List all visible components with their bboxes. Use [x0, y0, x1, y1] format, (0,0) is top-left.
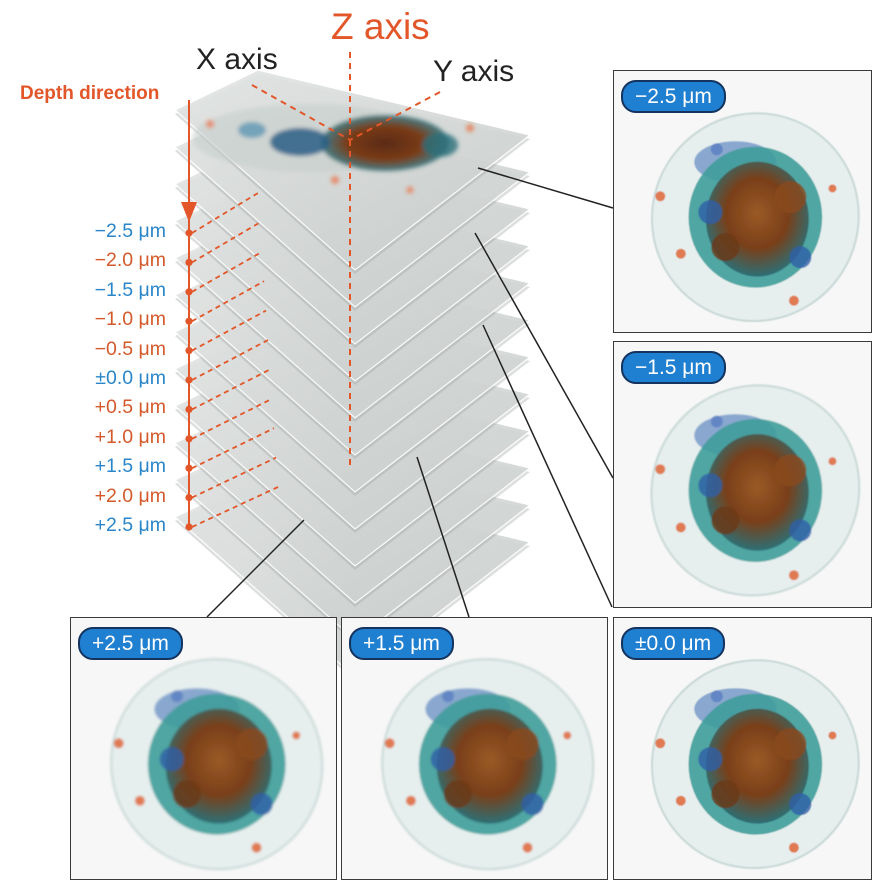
depth-tick-dot: [185, 376, 193, 384]
depth-tick-guide: [191, 397, 273, 440]
depth-tick-dot: [185, 464, 193, 472]
panel-minus-1-5: −1.5 μm: [613, 341, 872, 608]
depth-tick-guide: [191, 221, 261, 264]
depth-tick-guide: [191, 456, 277, 499]
depth-tick-label: +0.5 μm: [94, 396, 166, 419]
depth-tick-guide: [191, 368, 271, 411]
depth-tick-label: −2.0 μm: [94, 249, 166, 272]
axis-lines: [251, 52, 441, 470]
depth-badge: ±0.0 μm: [621, 627, 726, 661]
cell-micrograph: [381, 658, 595, 871]
depth-tick-dot: [185, 288, 193, 296]
depth-tick-label: +1.5 μm: [94, 455, 166, 478]
depth-badge: −2.5 μm: [621, 80, 726, 114]
cell-micrograph: [110, 658, 324, 871]
depth-tick-guide: [191, 251, 263, 293]
depth-tick-label: ±0.0 μm: [95, 367, 166, 389]
depth-tick-label: +1.0 μm: [94, 425, 166, 448]
y-axis-label: Y axis: [433, 55, 515, 88]
depth-tick-guide: [191, 192, 259, 234]
depth-tick-dot: [185, 347, 193, 355]
leader-lines: [206, 167, 614, 618]
cell-micrograph: [651, 659, 860, 870]
panel-minus-2-5: −2.5 μm: [613, 70, 872, 333]
depth-tick-dot: [185, 435, 193, 443]
depth-tick-dot: [185, 494, 193, 502]
depth-tick-dot: [185, 405, 193, 413]
depth-tick-label: −1.5 μm: [94, 278, 166, 301]
depth-tick-label: +2.5 μm: [94, 514, 166, 536]
z-axis-label: Z axis: [331, 6, 430, 47]
panel-plus-2-5: +2.5 μm: [70, 617, 337, 880]
cell-micrograph: [651, 112, 860, 323]
x-axis-label: X axis: [196, 43, 278, 76]
depth-tick-dot: [185, 523, 193, 531]
top-slice-cell-image: [192, 104, 474, 194]
depth-tick-dot: [185, 317, 193, 325]
depth-tick-dot: [185, 258, 193, 266]
panel-zero: ±0.0 μm: [613, 617, 872, 880]
depth-tick-guide: [191, 486, 279, 528]
depth-tick-label: −2.5 μm: [94, 220, 166, 242]
depth-tick-label: −1.0 μm: [94, 308, 166, 331]
depth-arrow: [181, 100, 197, 527]
panel-plus-1-5: +1.5 μm: [341, 617, 608, 880]
depth-tick-label: −0.5 μm: [94, 337, 166, 360]
depth-badge: −1.5 μm: [621, 351, 726, 385]
depth-badge: +1.5 μm: [349, 627, 454, 661]
depth-tick-dot: [185, 229, 193, 237]
depth-tick-guides: [185, 192, 279, 531]
cell-micrograph: [650, 384, 861, 597]
depth-tick-guide: [191, 427, 275, 470]
depth-direction-label: Depth direction: [20, 83, 160, 104]
depth-badge: +2.5 μm: [78, 627, 183, 661]
depth-tick-label: +2.0 μm: [94, 484, 166, 507]
depth-tick-guide: [191, 280, 265, 322]
